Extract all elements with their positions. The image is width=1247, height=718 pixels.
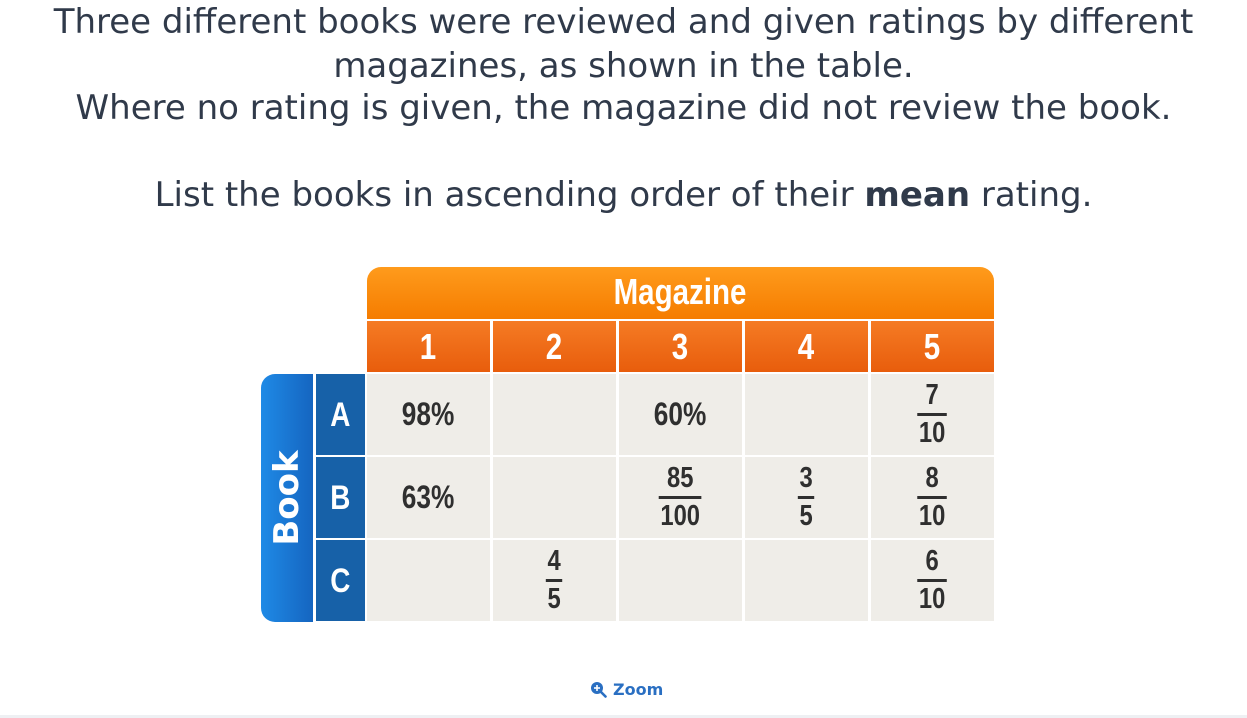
row-header-label: A [330, 396, 351, 434]
instruction-post: rating. [970, 175, 1093, 215]
zoom-button[interactable]: Zoom [590, 678, 663, 700]
rating-cell-b-3: 85 100 [619, 457, 742, 538]
column-header-label: 1 [420, 326, 437, 367]
fraction: 85 100 [659, 462, 702, 533]
fraction-bar [546, 579, 563, 582]
rating-cell-c-4 [745, 540, 868, 621]
column-header-5: 5 [871, 321, 994, 372]
column-header-label: 3 [672, 326, 689, 367]
fraction-numerator: 8 [925, 462, 940, 494]
fraction-denominator: 10 [919, 500, 946, 532]
fraction-denominator: 100 [660, 500, 701, 532]
magazine-header-label: Magazine [614, 271, 747, 312]
row-header-label: B [330, 479, 351, 517]
rating-cell-c-1 [367, 540, 490, 621]
rating-cell-a-3: 60% [619, 374, 742, 455]
instruction-bold-mean: mean [864, 175, 971, 215]
fraction: 7 10 [917, 379, 948, 450]
fraction-numerator: 6 [925, 545, 940, 577]
rating-cell-a-4 [745, 374, 868, 455]
rating-cell-c-5: 6 10 [871, 540, 994, 621]
column-header-2: 2 [493, 321, 616, 372]
fraction-denominator: 10 [919, 583, 946, 615]
zoom-in-icon [591, 681, 607, 698]
magazine-header: Magazine [367, 267, 994, 319]
fraction: 8 10 [917, 462, 948, 533]
question-line-3: Where no rating is given, the magazine d… [75, 88, 1172, 128]
fraction-numerator: 4 [547, 545, 562, 577]
fraction-denominator: 10 [919, 417, 946, 449]
question-instruction: List the books in ascending order of the… [0, 173, 1247, 217]
rating-value: 98% [402, 396, 455, 432]
rating-cell-a-5: 7 10 [871, 374, 994, 455]
fraction-denominator: 5 [799, 500, 814, 532]
column-header-label: 2 [546, 326, 563, 367]
fraction-numerator: 85 [667, 462, 694, 494]
column-header-label: 5 [924, 326, 941, 367]
column-header-3: 3 [619, 321, 742, 372]
column-header-label: 4 [798, 326, 815, 367]
row-header-b: B [316, 457, 365, 538]
fraction-bar [917, 413, 948, 416]
rating-cell-b-2 [493, 457, 616, 538]
rating-cell-b-5: 8 10 [871, 457, 994, 538]
fraction-numerator: 7 [925, 379, 940, 411]
fraction-bar [798, 496, 815, 499]
rating-cell-c-3 [619, 540, 742, 621]
column-header-1: 1 [367, 321, 490, 372]
row-header-a: A [316, 374, 365, 455]
fraction: 6 10 [917, 545, 948, 616]
zoom-label: Zoom [613, 679, 664, 699]
question-line-1: Three different books were reviewed and … [53, 2, 1194, 42]
column-header-4: 4 [745, 321, 868, 372]
book-axis-text: Book [267, 450, 307, 546]
fraction-numerator: 3 [799, 462, 814, 494]
question-line-2: magazines, as shown in the table. [333, 46, 914, 86]
book-axis-label: Book [261, 374, 313, 622]
rating-cell-a-1: 98% [367, 374, 490, 455]
rating-value: 60% [654, 396, 707, 432]
instruction-pre: List the books in ascending order of the… [154, 175, 865, 215]
rating-cell-b-1: 63% [367, 457, 490, 538]
bottom-divider [0, 715, 1247, 718]
row-header-c: C [316, 540, 365, 621]
rating-cell-a-2 [493, 374, 616, 455]
fraction-bar [659, 496, 702, 499]
fraction-bar [917, 579, 948, 582]
fraction-denominator: 5 [547, 583, 562, 615]
row-header-label: C [330, 562, 351, 600]
fraction-bar [917, 496, 948, 499]
rating-value: 63% [402, 479, 455, 515]
